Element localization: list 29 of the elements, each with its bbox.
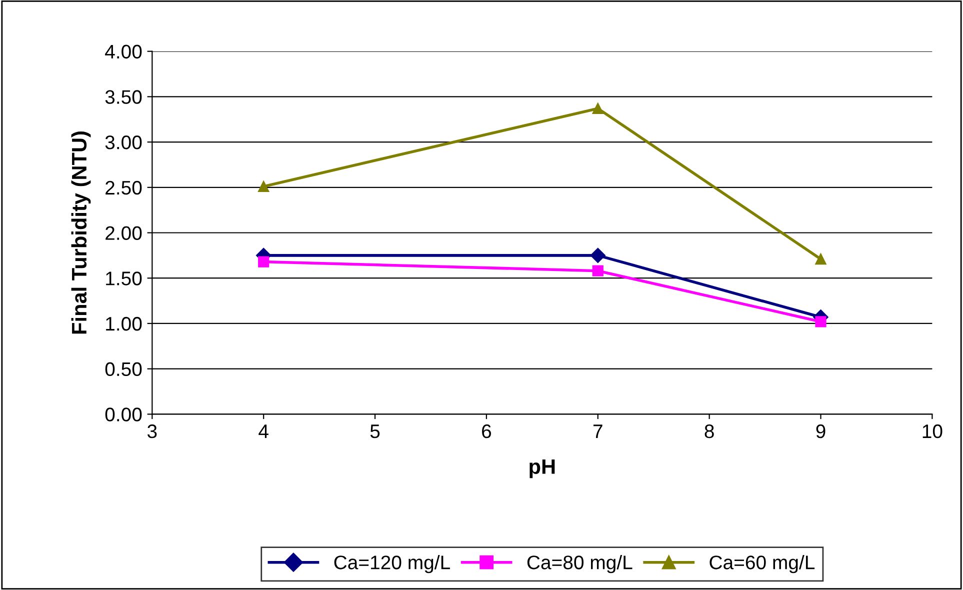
x-tick-label: 10 (922, 424, 942, 438)
legend-label: Ca=60 mg/L (710, 555, 815, 574)
x-tick-label: 5 (370, 424, 380, 438)
point (815, 254, 826, 265)
legend-label: Ca=120 mg/L (334, 555, 450, 574)
point (590, 248, 606, 264)
x-tick-label: 9 (816, 424, 826, 438)
x-tick-label: 8 (704, 424, 714, 438)
x-tick-label: 4 (258, 424, 268, 438)
point (815, 316, 826, 328)
x-tick-label: 7 (593, 424, 602, 438)
y-tick-label: 4.00 (105, 44, 142, 59)
point (592, 265, 604, 276)
y-tick-label: 3.00 (105, 136, 142, 150)
x-axis-title: pH (530, 459, 555, 478)
y-tick-label: 2.00 (106, 226, 142, 240)
y-tick-label: 1.00 (106, 316, 142, 331)
y-tick-label: 0.00 (105, 408, 142, 422)
y-tick-label: 1.50 (106, 272, 142, 286)
legend-label: Ca=80 mg/L (527, 555, 632, 574)
point (258, 256, 270, 268)
x-tick-label: 3 (147, 424, 157, 438)
x-tick-label: 6 (482, 424, 492, 438)
point (258, 180, 270, 192)
y-tick-label: 0.50 (105, 362, 142, 376)
point (592, 102, 604, 114)
y-tick-label: 3.50 (105, 90, 142, 104)
y-axis-title: Final Turbidity (NTU) (71, 132, 91, 334)
y-tick-label: 2.50 (106, 180, 142, 195)
